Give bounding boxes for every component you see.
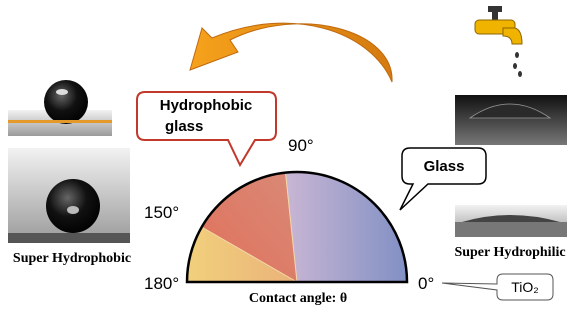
- callout-text: Glass: [424, 158, 465, 175]
- photo-droplet-superhydrophilic: [455, 205, 567, 237]
- sector-hydrophilic: [286, 172, 408, 282]
- angle-label: 180°: [144, 274, 179, 293]
- callout-text: glass: [165, 118, 203, 135]
- diagram: Hydrophobic glass Glass TiO₂ 90° 150° 18…: [0, 0, 579, 309]
- axis-label: Contact angle: θ: [249, 291, 347, 306]
- angle-label: 90°: [288, 136, 314, 155]
- angle-label: 0°: [418, 274, 434, 293]
- photo-droplet-superhydrophobic: [8, 148, 130, 243]
- label: Super Hydrophobic: [13, 251, 131, 266]
- label: Super Hydrophilic: [454, 245, 565, 260]
- curved-arrow: [190, 23, 392, 82]
- photo-droplet-glass: [8, 80, 112, 136]
- photo-droplet-spread: [455, 95, 567, 145]
- angle-label: 150°: [144, 203, 179, 222]
- page: {"callouts": {"hydrophobic_glass": ["Hyd…: [0, 0, 579, 309]
- callout-text: Hydrophobic: [160, 97, 253, 114]
- callout-text: TiO₂: [511, 279, 538, 295]
- faucet-icon: [475, 6, 522, 77]
